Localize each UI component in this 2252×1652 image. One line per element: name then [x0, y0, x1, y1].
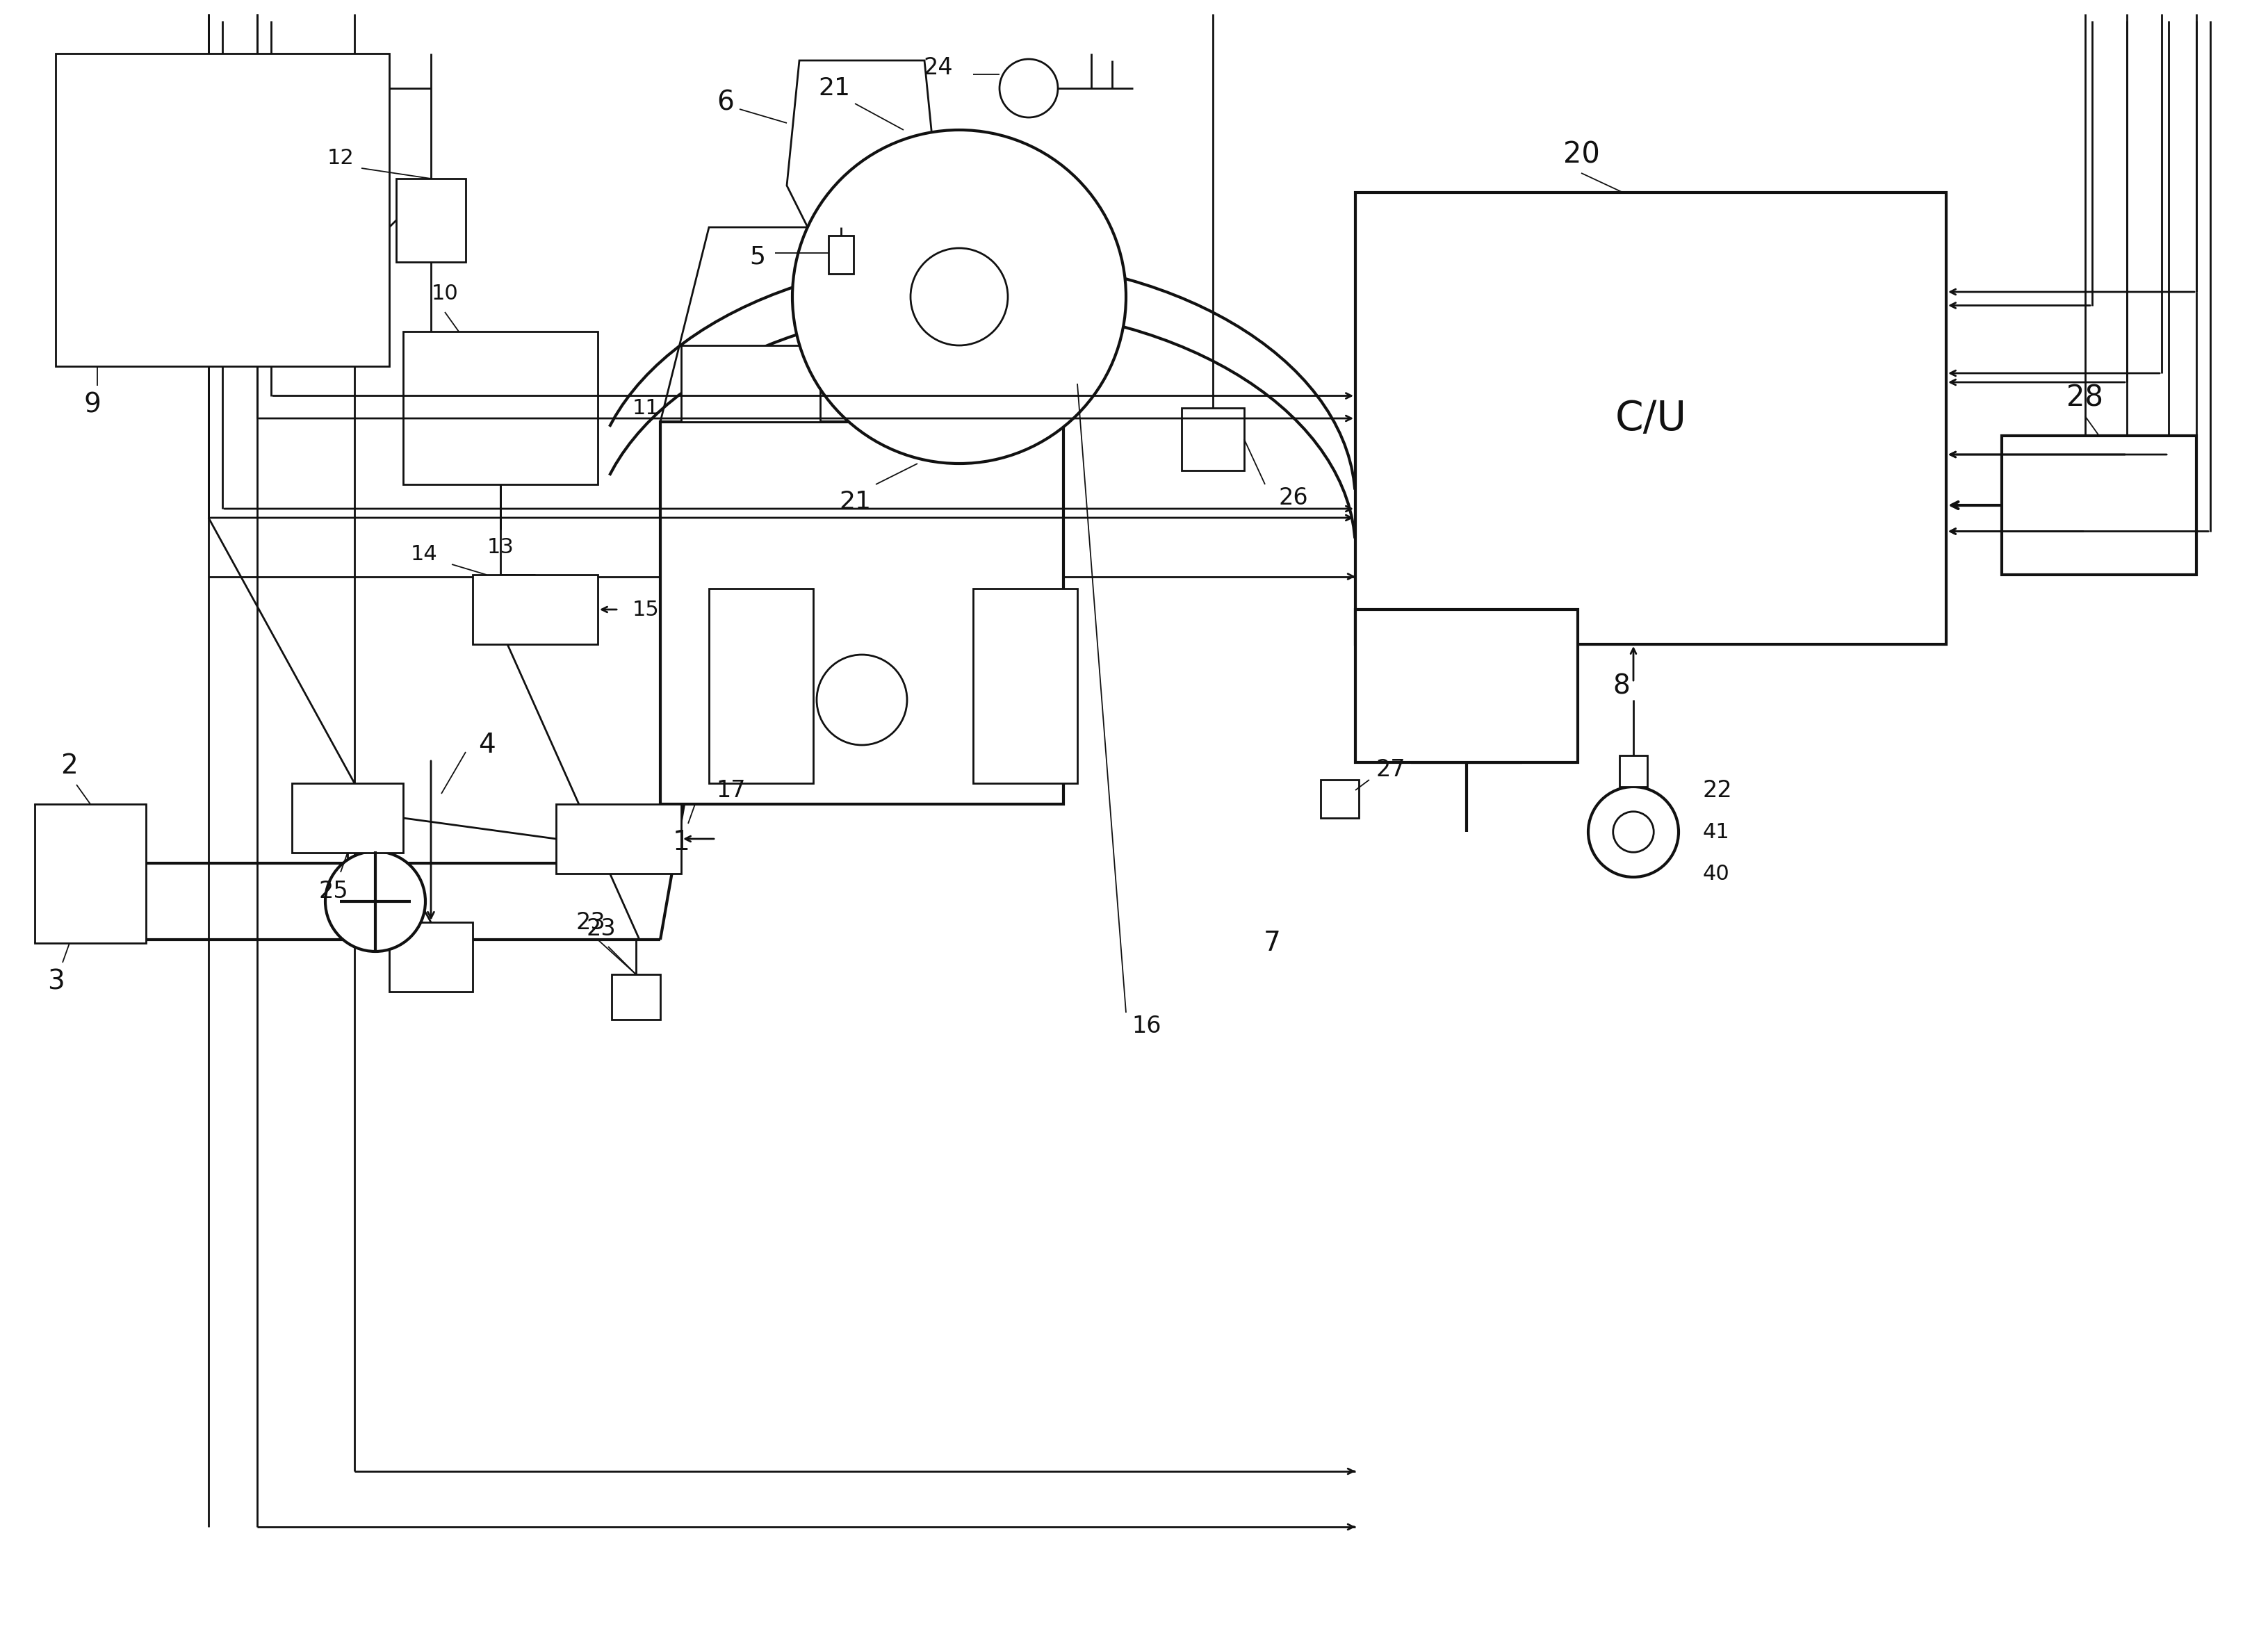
Bar: [709, 588, 813, 783]
Bar: [556, 805, 680, 874]
Text: 27: 27: [1376, 758, 1405, 781]
Bar: [613, 975, 660, 1019]
Text: 41: 41: [1703, 821, 1730, 843]
Text: 2: 2: [61, 753, 79, 780]
Bar: [293, 783, 403, 852]
Text: 14: 14: [410, 544, 437, 563]
Text: 8: 8: [1612, 672, 1628, 699]
Text: 17: 17: [716, 778, 745, 801]
Text: 4: 4: [477, 732, 495, 758]
Bar: [1356, 610, 1576, 763]
Bar: [390, 922, 473, 991]
Text: 1: 1: [673, 829, 689, 856]
Text: 15: 15: [633, 600, 660, 620]
Bar: [2002, 436, 2196, 575]
Bar: [1182, 408, 1243, 471]
Circle shape: [793, 131, 1126, 464]
Text: 6: 6: [716, 89, 734, 116]
Text: 11: 11: [633, 398, 660, 418]
Text: 7: 7: [1263, 930, 1279, 957]
Bar: [903, 345, 1043, 421]
Text: 5: 5: [750, 244, 766, 268]
Text: 23: 23: [577, 910, 606, 933]
Bar: [403, 332, 597, 484]
Polygon shape: [786, 61, 937, 236]
Text: 25: 25: [320, 879, 349, 902]
Bar: [34, 805, 146, 943]
Bar: [829, 236, 854, 274]
Bar: [1356, 193, 1946, 644]
Circle shape: [324, 851, 426, 952]
Circle shape: [1588, 786, 1678, 877]
Text: C/U: C/U: [1615, 398, 1687, 438]
Bar: [1619, 755, 1646, 786]
Polygon shape: [660, 228, 1063, 421]
Text: 10: 10: [430, 282, 457, 304]
Text: 23: 23: [586, 919, 615, 940]
Bar: [680, 345, 820, 421]
Text: 12: 12: [327, 147, 354, 169]
Text: 40: 40: [1703, 864, 1730, 884]
Text: 13: 13: [486, 537, 513, 557]
Text: 3: 3: [47, 968, 65, 995]
Text: 9: 9: [83, 392, 101, 418]
Bar: [973, 588, 1076, 783]
Text: 26: 26: [1279, 487, 1308, 510]
Text: 21: 21: [817, 76, 849, 101]
Bar: [1320, 780, 1358, 818]
Bar: [56, 53, 390, 367]
Bar: [660, 421, 1063, 805]
Text: 24: 24: [923, 56, 953, 79]
Text: 16: 16: [1133, 1014, 1162, 1037]
Bar: [473, 575, 597, 644]
Text: 28: 28: [2065, 383, 2103, 411]
Text: 21: 21: [838, 491, 872, 514]
Bar: [396, 178, 466, 263]
Text: 20: 20: [1563, 140, 1599, 169]
Text: 22: 22: [1703, 778, 1732, 801]
